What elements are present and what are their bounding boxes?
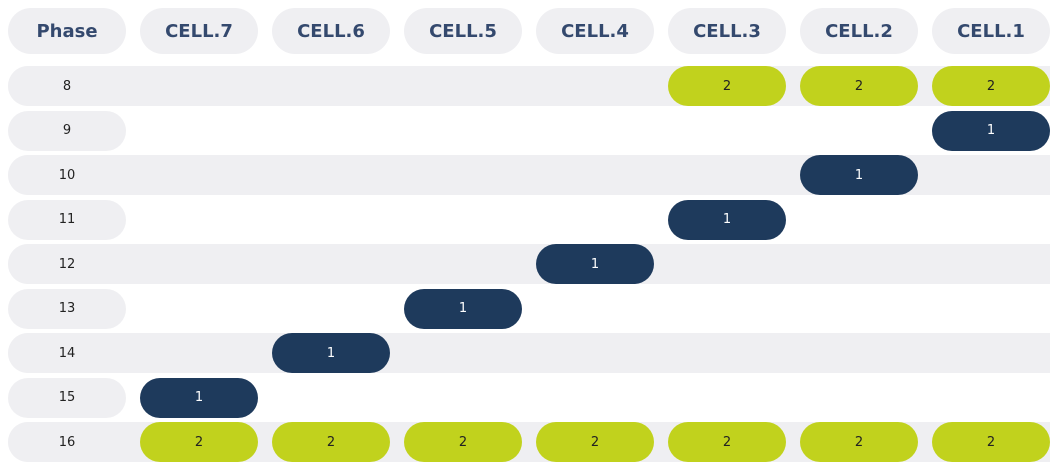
cell-pill: 1: [536, 244, 654, 284]
cell-pill: 1: [668, 199, 786, 240]
column-header: CELL.2: [800, 8, 918, 54]
column-header: CELL.1: [932, 8, 1050, 54]
column-header: CELL.3: [668, 8, 786, 54]
phase-label: 11: [8, 199, 126, 240]
column-header: CELL.4: [536, 8, 654, 54]
cell-pill: 1: [932, 110, 1050, 151]
cell-pill: 2: [272, 422, 390, 462]
cell-pill: 2: [140, 422, 258, 462]
cell-pill: 2: [932, 66, 1050, 106]
cell-pill: 1: [272, 333, 390, 373]
phase-label: 13: [8, 288, 126, 329]
cell-pill: 2: [932, 422, 1050, 462]
row-band: [8, 333, 1050, 373]
cell-pill: 2: [404, 422, 522, 462]
phase-label: 8: [8, 66, 126, 106]
cell-pill: 2: [800, 422, 918, 462]
cell-pill: 2: [668, 422, 786, 462]
phase-label: 12: [8, 244, 126, 284]
phase-label: 15: [8, 377, 126, 418]
column-header: CELL.6: [272, 8, 390, 54]
row-band: [8, 244, 1050, 284]
cell-pill: 1: [800, 155, 918, 195]
phase-label: 9: [8, 110, 126, 151]
cell-pill: 2: [668, 66, 786, 106]
cell-pill: 2: [800, 66, 918, 106]
cell-pill: 1: [404, 288, 522, 329]
cell-pill: 1: [140, 377, 258, 418]
column-header: Phase: [8, 8, 126, 54]
cell-pill: 2: [536, 422, 654, 462]
phase-label: 10: [8, 155, 126, 195]
column-header: CELL.5: [404, 8, 522, 54]
column-header: CELL.7: [140, 8, 258, 54]
phase-label: 16: [8, 422, 126, 462]
phase-label: 14: [8, 333, 126, 373]
